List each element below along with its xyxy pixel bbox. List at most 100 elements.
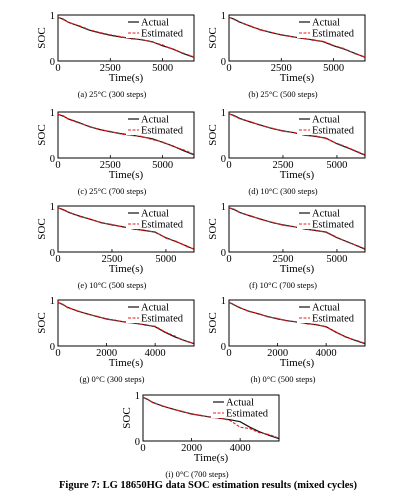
series-line-estimated: [228, 207, 366, 250]
legend-label-actual: Actual: [226, 398, 254, 409]
x-tick-label: 5000: [323, 63, 344, 74]
x-tick-label: 0: [226, 63, 231, 74]
legend-label-estimated: Estimated: [141, 220, 184, 231]
x-tick-label: 0: [226, 348, 231, 359]
y-tick-label: 1: [221, 202, 226, 213]
x-tick-label: 2000: [96, 348, 117, 359]
x-axis-label: Time(s): [109, 72, 144, 84]
panel-subcaption: (h) 0°C (500 steps): [250, 374, 315, 384]
y-axis-label: SOC: [207, 218, 219, 239]
x-tick-label: 2000: [181, 443, 202, 454]
y-axis-label: SOC: [36, 218, 48, 239]
y-axis-label: SOC: [207, 27, 219, 48]
x-tick-label: 0: [140, 443, 145, 454]
y-tick-label: 1: [221, 296, 226, 307]
legend-label-estimated: Estimated: [312, 220, 355, 231]
y-axis-label: SOC: [121, 407, 133, 428]
panel-subcaption: (b) 25°C (500 steps): [248, 89, 317, 99]
y-tick-label: 0: [50, 342, 55, 353]
plot-frame: [228, 14, 366, 62]
plot-frame: [228, 299, 366, 347]
legend-label-estimated: Estimated: [141, 126, 184, 137]
y-tick-label: 1: [50, 11, 55, 22]
y-tick-label: 1: [50, 108, 55, 119]
x-axis-label: Time(s): [280, 72, 315, 84]
x-tick-label: 5000: [326, 254, 347, 265]
y-axis-label: SOC: [207, 124, 219, 145]
legend-label-actual: Actual: [141, 18, 169, 29]
legend-label-estimated: Estimated: [226, 409, 269, 420]
y-tick-label: 0: [135, 437, 140, 448]
y-tick-label: 1: [221, 11, 226, 22]
panel-subcaption: (a) 25°C (300 steps): [78, 89, 147, 99]
x-axis-label: Time(s): [109, 357, 144, 369]
legend-box: [211, 396, 278, 418]
y-axis-label: SOC: [36, 124, 48, 145]
y-axis-label: SOC: [207, 312, 219, 333]
panel-subcaption: (f) 10°C (700 steps): [249, 280, 317, 290]
plot-frame: [228, 111, 366, 159]
legend-label-estimated: Estimated: [141, 314, 184, 325]
x-tick-label: 2000: [267, 348, 288, 359]
series-line-estimated: [228, 16, 366, 58]
y-tick-label: 1: [221, 108, 226, 119]
plot-frame: [228, 205, 366, 253]
x-axis-label: Time(s): [194, 452, 229, 464]
x-axis-label: Time(s): [280, 263, 315, 275]
legend-label-actual: Actual: [312, 18, 340, 29]
legend-box: [297, 207, 364, 229]
x-tick-label: 0: [55, 160, 60, 171]
panel-subcaption: (g) 0°C (300 steps): [79, 374, 144, 384]
y-axis-label: SOC: [36, 27, 48, 48]
legend-label-actual: Actual: [312, 209, 340, 220]
x-tick-label: 0: [55, 348, 60, 359]
y-tick-label: 1: [50, 202, 55, 213]
y-tick-label: 0: [50, 57, 55, 68]
legend-label-actual: Actual: [141, 209, 169, 220]
x-tick-label: 4000: [316, 348, 337, 359]
panel-subcaption: (i) 0°C (700 steps): [165, 469, 228, 479]
x-tick-label: 5000: [152, 63, 173, 74]
x-tick-label: 5000: [155, 254, 176, 265]
legend-label-actual: Actual: [312, 303, 340, 314]
y-tick-label: 0: [50, 248, 55, 259]
x-tick-label: 2500: [271, 63, 292, 74]
x-tick-label: 0: [226, 160, 231, 171]
series-line-estimated: [228, 301, 366, 344]
legend-label-estimated: Estimated: [312, 314, 355, 325]
figure-caption: Figure 7: LG 18650HG data SOC estimation…: [59, 480, 357, 491]
x-tick-label: 2500: [272, 254, 293, 265]
plot-frame: [57, 111, 195, 159]
x-tick-label: 0: [55, 63, 60, 74]
panel-subcaption: (d) 10°C (300 steps): [248, 186, 317, 196]
x-axis-label: Time(s): [280, 357, 315, 369]
y-tick-label: 0: [50, 154, 55, 165]
series-line-estimated: [57, 113, 195, 155]
legend-label-actual: Actual: [312, 115, 340, 126]
legend-box: [297, 16, 364, 38]
plot-frame: [57, 299, 195, 347]
y-tick-label: 0: [221, 154, 226, 165]
x-axis-label: Time(s): [109, 263, 144, 275]
x-tick-label: 2500: [100, 160, 121, 171]
y-tick-label: 1: [50, 296, 55, 307]
legend-box: [126, 207, 193, 229]
plot-frame: [57, 14, 195, 62]
x-tick-label: 4000: [230, 443, 251, 454]
legend-box: [126, 301, 193, 323]
y-tick-label: 0: [221, 342, 226, 353]
plot-frame: [142, 394, 280, 442]
series-line-estimated: [228, 113, 366, 156]
series-line-estimated: [57, 207, 195, 250]
series-line-estimated: [142, 396, 280, 439]
x-tick-label: 2500: [101, 254, 122, 265]
